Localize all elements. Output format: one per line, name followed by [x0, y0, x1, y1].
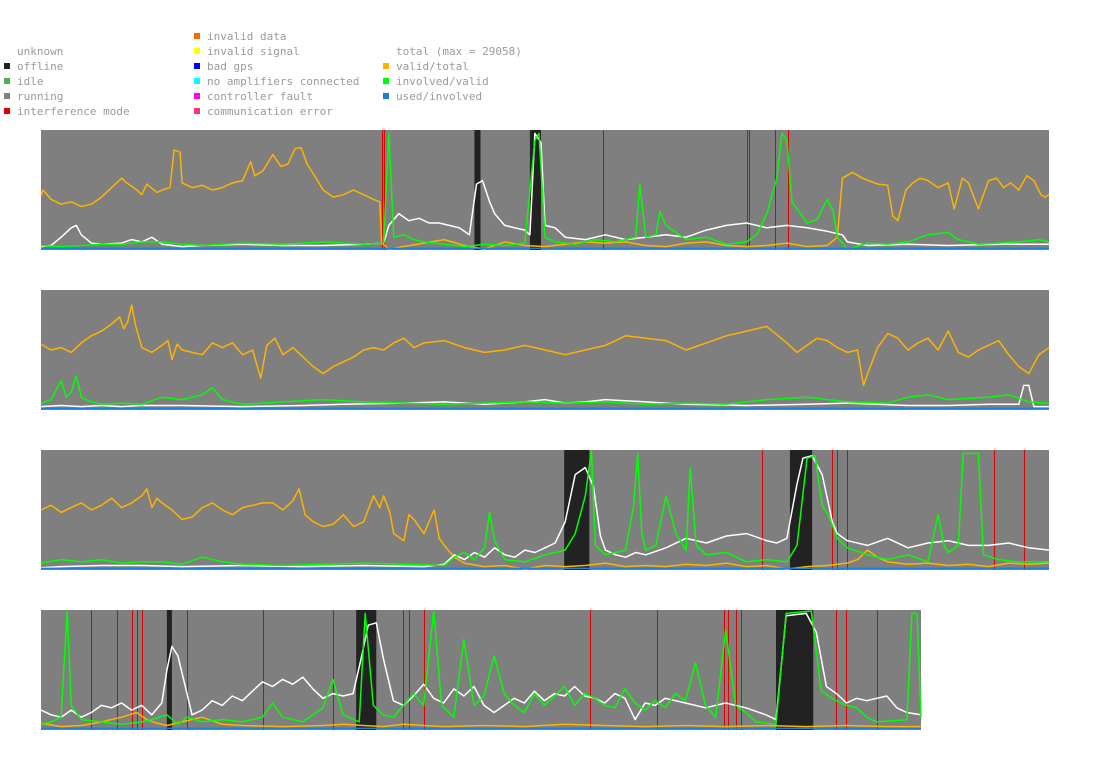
legend-label: invalid data	[207, 30, 287, 43]
bad-gps-swatch-icon	[194, 63, 200, 69]
series-line-involved-valid	[40, 375, 1050, 406]
legend-label: communication error	[207, 105, 333, 118]
no-amplifiers-swatch-icon	[194, 78, 200, 84]
legend-label: idle	[17, 75, 44, 88]
legend-label: invalid signal	[207, 45, 300, 58]
legend-label: unknown	[17, 45, 64, 58]
series-line-involved-valid	[40, 610, 922, 726]
series-line-total	[40, 454, 1050, 569]
legend-label: controller fault	[207, 90, 313, 103]
series-line-valid-total	[40, 304, 1050, 387]
offline-span	[474, 130, 481, 250]
legend-label: involved/valid	[396, 75, 489, 88]
interference-swatch-icon	[4, 108, 10, 114]
running-swatch-icon	[4, 93, 10, 99]
controller-fault-swatch-icon	[194, 93, 200, 99]
involved-valid-swatch-icon	[383, 78, 389, 84]
legend-label: interference mode	[17, 105, 130, 118]
legend-label: offline	[17, 60, 64, 73]
chart-panel-1	[40, 130, 1050, 250]
offline-span	[356, 610, 377, 730]
legend-label: bad gps	[207, 60, 254, 73]
legend-label: total (max = 29058)	[396, 45, 522, 58]
communication-error-swatch-icon	[194, 108, 200, 114]
legend-label: used/involved	[396, 90, 483, 103]
used-involved-swatch-icon	[383, 93, 389, 99]
chart-panel-2	[40, 290, 1050, 410]
legend-label: running	[17, 90, 64, 103]
legend-label: no amplifiers connected	[207, 75, 360, 88]
series-line-total	[40, 612, 922, 721]
chart-panel-3	[40, 450, 1050, 570]
offline-span	[529, 130, 541, 250]
series-line-valid-total	[40, 711, 921, 728]
plot-background	[41, 450, 1049, 570]
series-line-involved-valid	[40, 450, 1049, 567]
series-line-valid-total	[40, 488, 1050, 570]
offline-span	[776, 610, 814, 730]
invalid-data-swatch-icon	[194, 33, 200, 39]
invalid-signal-swatch-icon	[194, 48, 200, 54]
idle-swatch-icon	[4, 78, 10, 84]
series-line-involved-valid	[40, 132, 1050, 250]
offline-swatch-icon	[4, 63, 10, 69]
legend-label: valid/total	[396, 60, 469, 73]
series-line-total	[40, 132, 1049, 248]
chart-panel-4	[40, 610, 922, 730]
offline-span	[166, 610, 172, 730]
valid-total-swatch-icon	[383, 63, 389, 69]
series-line-valid-total	[40, 146, 1050, 250]
